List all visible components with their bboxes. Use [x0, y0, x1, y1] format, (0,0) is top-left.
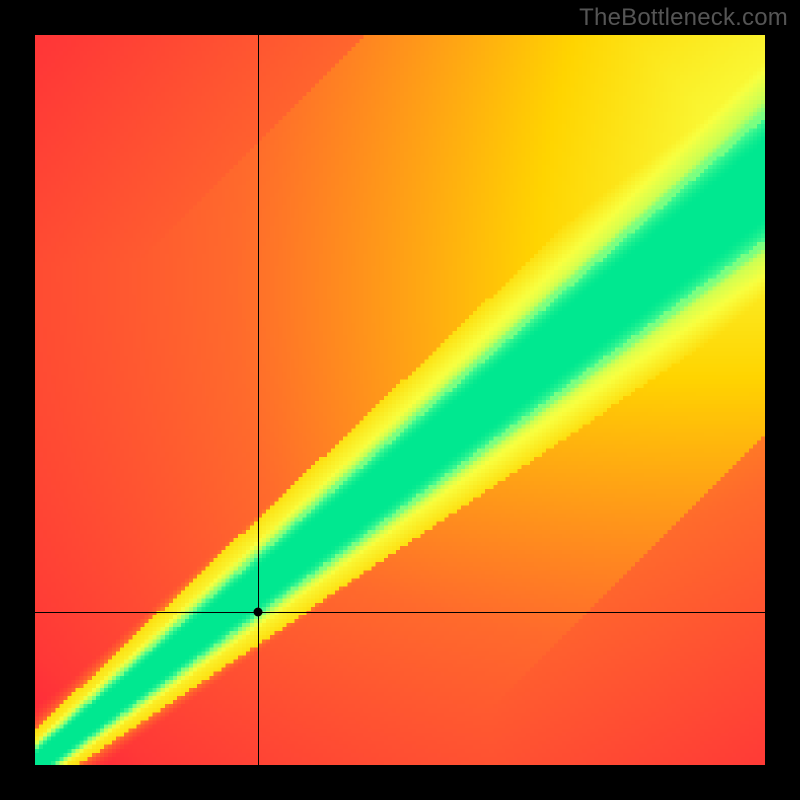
crosshair-horizontal [35, 612, 765, 613]
watermark-text: TheBottleneck.com [579, 4, 788, 32]
chart-container: TheBottleneck.com [0, 0, 800, 800]
heatmap-canvas [35, 35, 765, 765]
crosshair-vertical [258, 35, 259, 765]
marker-dot [253, 607, 262, 616]
plot-area [35, 35, 765, 765]
